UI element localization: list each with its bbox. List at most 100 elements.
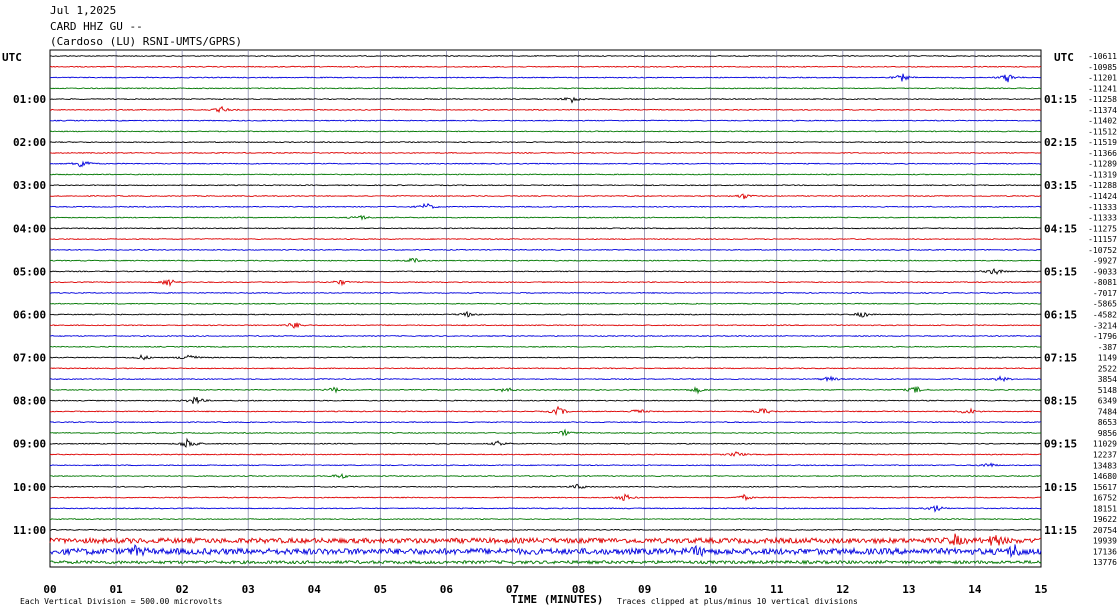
trace-offset-label: -11333 xyxy=(1088,214,1117,223)
seismic-trace xyxy=(49,291,1042,294)
seismic-trace xyxy=(49,141,1042,144)
seismic-trace xyxy=(49,65,1042,68)
seismic-trace xyxy=(49,528,1042,531)
trace-offset-label: -11201 xyxy=(1088,74,1117,83)
left-hour-label: 09:00 xyxy=(13,438,46,451)
trace-offset-label: -11366 xyxy=(1088,149,1117,158)
trace-offset-label: -9927 xyxy=(1093,257,1117,266)
trace-offset-label: -7017 xyxy=(1093,289,1117,298)
x-tick-label: 01 xyxy=(109,583,123,596)
trace-offset-label: 9856 xyxy=(1098,429,1117,438)
trace-offset-label: -11319 xyxy=(1088,170,1117,179)
left-utc-label: UTC xyxy=(2,51,22,64)
x-tick-label: 03 xyxy=(242,583,255,596)
left-hour-label: 10:00 xyxy=(13,481,46,494)
trace-offset-label: -8081 xyxy=(1093,278,1117,287)
seismic-trace xyxy=(49,533,1042,546)
seismic-trace xyxy=(49,202,1042,209)
seismic-trace xyxy=(49,386,1042,395)
seismic-trace xyxy=(49,173,1042,176)
label-group: -10611 -10985 -11201-11241 -11258 -11374 -114… xyxy=(2,51,1117,606)
trace-offset-label: -5865 xyxy=(1093,300,1117,309)
x-tick-label: 13 xyxy=(902,583,915,596)
trace-offset-label: 8653 xyxy=(1098,418,1117,427)
x-tick-label: 04 xyxy=(308,583,322,596)
x-tick-label: 15 xyxy=(1034,583,1047,596)
trace-offset-label: -4582 xyxy=(1093,310,1117,319)
right-utc-label: UTC xyxy=(1054,51,1074,64)
x-tick-label: 00 xyxy=(43,583,56,596)
seismic-trace xyxy=(49,518,1042,521)
trace-offset-label: -1796 xyxy=(1093,332,1117,341)
left-hour-label: 02:00 xyxy=(13,136,46,149)
seismic-trace xyxy=(49,335,1042,338)
trace-offset-label: -11512 xyxy=(1088,127,1117,136)
seismic-trace xyxy=(49,73,1042,83)
left-hour-label: 06:00 xyxy=(13,308,46,321)
right-hour-label: 06:15 xyxy=(1044,308,1077,321)
trace-offset-label: -11424 xyxy=(1088,192,1117,201)
seismic-trace xyxy=(49,451,1042,457)
seismic-trace xyxy=(49,437,1042,448)
trace-offset-label: -11333 xyxy=(1088,203,1117,212)
x-tick-label: 09 xyxy=(638,583,651,596)
trace-offset-label: -11288 xyxy=(1088,181,1117,190)
trace-offset-label: 7484 xyxy=(1098,407,1117,416)
trace-offset-label: 16752 xyxy=(1093,494,1117,503)
seismic-trace xyxy=(49,54,1042,57)
seismic-trace xyxy=(49,248,1042,251)
right-hour-label: 08:15 xyxy=(1044,395,1077,408)
trace-offset-label: 12237 xyxy=(1093,450,1117,459)
seismic-trace xyxy=(49,559,1042,565)
seismic-trace xyxy=(49,405,1042,416)
left-hour-label: 01:00 xyxy=(13,93,46,106)
trace-offset-label: 13776 xyxy=(1093,558,1117,567)
trace-offset-label: -11519 xyxy=(1088,138,1117,147)
left-hour-label: 11:00 xyxy=(13,524,46,537)
seismic-trace xyxy=(49,214,1042,221)
seismic-trace xyxy=(49,279,1042,288)
right-hour-label: 04:15 xyxy=(1044,222,1077,235)
trace-offset-label: 5148 xyxy=(1098,386,1117,395)
trace-offset-label: -11275 xyxy=(1088,224,1117,233)
trace-offset-label: 17136 xyxy=(1093,547,1117,556)
right-hour-label: 01:15 xyxy=(1044,93,1077,106)
plot-frame xyxy=(49,49,1042,568)
trace-offset-label: -10752 xyxy=(1088,246,1117,255)
station-label: CARD HHZ GU -- xyxy=(50,20,143,33)
trace-offset-label: -387 xyxy=(1098,343,1117,352)
trace-offset-label: 18151 xyxy=(1093,504,1117,513)
trace-offset-label: 15617 xyxy=(1093,483,1117,492)
trace-offset-label: 19939 xyxy=(1093,537,1117,546)
seismic-trace xyxy=(49,119,1042,122)
x-tick-label: 10 xyxy=(704,583,717,596)
seismic-trace xyxy=(49,268,1042,276)
seismic-trace xyxy=(49,396,1042,405)
trace-offset-label: -9033 xyxy=(1093,267,1117,276)
clip-note: Traces clipped at plus/minus 10 vertical… xyxy=(617,597,858,606)
seismic-trace xyxy=(49,353,1042,361)
right-hour-label: 09:15 xyxy=(1044,438,1077,451)
trace-offset-label: -11258 xyxy=(1088,95,1117,104)
seismic-trace xyxy=(49,462,1042,468)
trace-offset-label: -11402 xyxy=(1088,117,1117,126)
x-tick-label: 06 xyxy=(440,583,454,596)
trace-offset-label: 2522 xyxy=(1098,364,1117,373)
trace-offset-label: 3854 xyxy=(1098,375,1117,384)
seismic-trace xyxy=(49,483,1042,490)
seismic-trace xyxy=(49,105,1042,114)
x-tick-label: 11 xyxy=(770,583,784,596)
right-hour-label: 05:15 xyxy=(1044,265,1077,278)
trace-offset-label: -10985 xyxy=(1088,63,1117,72)
trace-offset-label: 14680 xyxy=(1093,472,1117,481)
x-tick-label: 02 xyxy=(176,583,189,596)
x-tick-label: 14 xyxy=(968,583,982,596)
network-label: (Cardoso (LU) RSNI-UMTS/GPRS) xyxy=(50,35,243,48)
trace-offset-label: -11374 xyxy=(1088,106,1117,115)
trace-group xyxy=(49,54,1042,565)
seismic-trace xyxy=(49,130,1042,133)
trace-offset-label: -11289 xyxy=(1088,160,1117,169)
trace-offset-label: 1149 xyxy=(1098,354,1117,363)
date-label: Jul 1,2025 xyxy=(50,4,117,17)
x-tick-label: 08 xyxy=(572,583,585,596)
